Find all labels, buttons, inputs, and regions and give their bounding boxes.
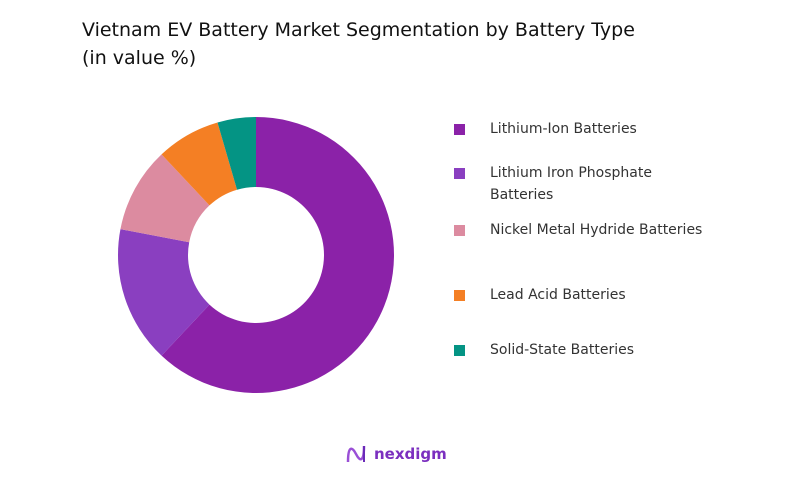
legend-swatch	[454, 345, 465, 356]
donut-slice-lithium-ion-batteries	[161, 117, 394, 393]
legend-swatch	[454, 124, 465, 135]
legend-label: Solid-State Batteries	[490, 342, 635, 358]
chart-title: Vietnam EV Battery Market Segmentation b…	[82, 16, 635, 72]
donut-slice-nickel-metal-hydride-batteries	[120, 154, 210, 243]
legend-swatch	[454, 168, 465, 179]
legend-swatch	[454, 225, 465, 236]
legend-label: Nickel Metal Hydride Batteries	[490, 222, 703, 238]
logo-wave-icon	[346, 445, 366, 463]
title-line-2: (in value %)	[82, 47, 197, 69]
logo-text: nexdigm	[374, 445, 447, 463]
title-line-1: Vietnam EV Battery Market Segmentation b…	[82, 19, 635, 41]
legend-label: Lithium Iron Phosphate Batteries	[490, 165, 652, 203]
donut-slice-lead-acid-batteries	[161, 122, 238, 206]
donut-slice-solid-state-batteries	[217, 117, 256, 190]
legend-label: Lead Acid Batteries	[490, 287, 626, 303]
legend-swatch	[454, 290, 465, 301]
legend-label: Lithium-Ion Batteries	[490, 121, 637, 137]
nexdigm-logo: nexdigm	[346, 444, 447, 464]
donut-slice-lithium-iron-phosphate-batteries	[117, 229, 210, 356]
